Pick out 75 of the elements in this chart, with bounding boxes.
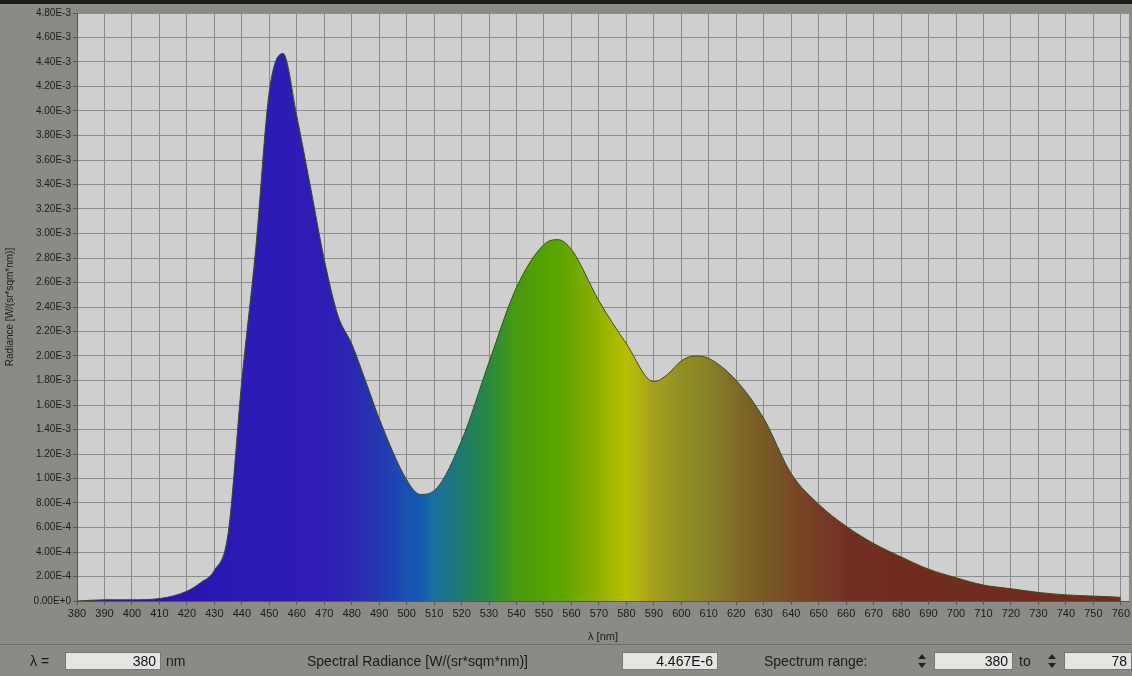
x-tick-label: 490: [369, 606, 389, 619]
x-tick-label: 760: [1111, 606, 1130, 619]
x-tick-label: 570: [589, 606, 609, 619]
y-tick-label: 1.60E-3: [35, 398, 72, 410]
y-tick-label: 4.00E-4: [35, 545, 72, 557]
x-tick-label: 440: [232, 606, 251, 619]
x-tick-label: 510: [424, 606, 444, 619]
x-tick-label: 640: [782, 606, 801, 619]
x-tick-label: 660: [836, 606, 856, 619]
y-tick-label: 2.40E-3: [35, 300, 72, 312]
y-tick-label: 4.00E-3: [35, 104, 72, 116]
x-tick-label: 390: [95, 606, 114, 619]
x-tick-label: 630: [754, 606, 773, 619]
x-tick-label: 430: [205, 606, 224, 619]
x-tick-label: 530: [479, 606, 499, 619]
y-tick-label: 1.00E-3: [35, 472, 72, 484]
y-tick-label: 3.00E-3: [35, 227, 72, 239]
y-tick-label: 2.60E-3: [35, 276, 72, 288]
x-tick-label: 500: [397, 606, 416, 619]
y-tick-label: 4.60E-3: [35, 31, 72, 43]
x-tick-label: 730: [1029, 606, 1048, 619]
x-tick-label: 600: [672, 606, 691, 619]
x-tick-label: 420: [177, 606, 197, 619]
y-tick-label: 2.00E-3: [35, 349, 72, 361]
x-tick-label: 560: [562, 606, 581, 619]
x-tick-label: 610: [699, 606, 718, 619]
x-tick-label: 480: [342, 606, 361, 619]
x-axis-title: λ [nm]: [588, 630, 619, 643]
x-tick-label: 590: [644, 606, 664, 619]
text: λ =: [30, 653, 50, 669]
x-tick-label: 750: [1084, 606, 1103, 619]
x-tick-label: 520: [452, 606, 471, 619]
x-tick-label: 460: [287, 606, 306, 619]
x-tick-label: 720: [1001, 606, 1021, 619]
y-tick-label: 3.80E-3: [35, 129, 72, 141]
y-tick-label: 2.00E-4: [35, 570, 72, 582]
x-tick-label: 670: [864, 606, 883, 619]
y-tick-label: 3.40E-3: [35, 178, 72, 190]
y-tick-label: 8.00E-4: [35, 496, 72, 508]
x-tick-label: 400: [122, 606, 142, 619]
y-tick-label: 4.40E-3: [35, 55, 72, 67]
y-tick-label: 2.80E-3: [35, 251, 72, 263]
x-tick-label: 380: [67, 606, 87, 619]
y-axis-title: Radiance [W/(sr*sqm*nm)]: [3, 247, 15, 367]
text: Spectrum range:: [764, 653, 868, 669]
y-tick-label: 1.20E-3: [35, 447, 72, 459]
y-tick-label: 4.20E-3: [35, 80, 72, 92]
x-tick-label: 620: [727, 606, 746, 619]
x-tick-label: 710: [974, 606, 993, 619]
x-tick-label: 700: [946, 606, 966, 619]
y-tick-label: 6.00E-4: [35, 521, 72, 533]
x-tick-label: 650: [809, 606, 828, 619]
x-tick-label: 410: [150, 606, 169, 619]
text: to: [1019, 653, 1031, 669]
x-tick-label: 450: [260, 606, 279, 619]
y-tick-label: 2.20E-3: [35, 325, 72, 337]
text: 380: [934, 652, 1013, 670]
x-tick-label: 740: [1056, 606, 1076, 619]
text: nm: [166, 653, 186, 669]
y-tick-label: 1.80E-3: [35, 374, 72, 386]
y-tick-label: 4.80E-3: [35, 6, 72, 18]
text: 380: [65, 652, 161, 670]
x-tick-label: 550: [534, 606, 554, 619]
x-tick-label: 470: [315, 606, 334, 619]
y-tick-label: 0.00E+0: [33, 594, 72, 606]
x-tick-label: 540: [507, 606, 526, 619]
text: Spectral Radiance [W/(sr*sqm*nm)]: [307, 653, 528, 669]
y-tick-label: 1.40E-3: [35, 423, 72, 435]
y-tick-label: 3.20E-3: [35, 202, 72, 214]
y-tick-label: 3.60E-3: [35, 153, 72, 165]
text: 4.467E-6: [622, 652, 718, 670]
x-tick-label: 580: [617, 606, 636, 619]
text: 78: [1064, 652, 1132, 670]
x-tick-label: 680: [891, 606, 911, 619]
x-tick-label: 690: [919, 606, 938, 619]
